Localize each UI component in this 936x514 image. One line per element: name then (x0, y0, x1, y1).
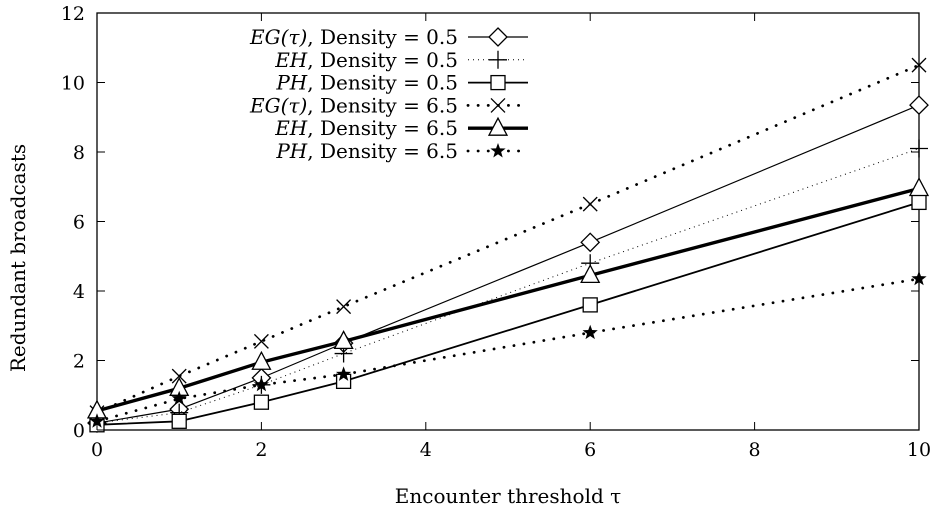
x-tick-label: 8 (749, 439, 761, 461)
y-tick-label: 10 (61, 73, 85, 95)
y-tick-label: 4 (73, 281, 85, 303)
series-line (96, 104, 920, 424)
data-point-triangle (908, 177, 930, 197)
data-point-star (253, 376, 270, 392)
series-2 (88, 139, 928, 433)
data-point-plus (910, 139, 928, 158)
series-6 (89, 270, 927, 428)
series-layer (86, 57, 930, 433)
data-point-cross (336, 299, 352, 315)
series-line (95, 63, 921, 415)
data-point-triangle (251, 350, 272, 370)
y-axis-label: Redundant broadcasts (6, 144, 30, 372)
legend-label: EG(τ), Density = 6.5 (249, 93, 458, 117)
data-point-square (582, 297, 598, 313)
legend-marker-diamond (488, 27, 508, 47)
y-tick-label: 2 (73, 351, 85, 373)
legend-entry-5: EH, Density = 6.5 (274, 116, 528, 140)
data-point-triangle (333, 329, 354, 350)
legend-label: EH, Density = 6.5 (274, 116, 458, 140)
x-tick-label: 4 (420, 439, 432, 461)
legend-entry-4: EG(τ), Density = 6.5 (249, 93, 530, 117)
legend-marker-cross (490, 97, 506, 113)
legend-marker-square (490, 74, 506, 91)
axis-ticks: 0 2 4 6 8 10 0 2 4 6 8 10 12 (61, 3, 931, 461)
legend-entry-2: EH, Density = 0.5 (274, 48, 528, 72)
legend-entry-3: PH, Density = 0.5 (275, 71, 528, 95)
series-5 (86, 177, 930, 419)
y-tick-label: 0 (73, 420, 85, 442)
y-tick-label: 6 (73, 212, 85, 234)
data-point-square (171, 413, 187, 429)
x-tick-label: 10 (907, 439, 931, 461)
series-1 (87, 95, 929, 433)
data-point-star (89, 413, 105, 428)
series-line (96, 148, 920, 424)
data-point-diamond (909, 95, 929, 116)
legend-label: PH, Density = 6.5 (275, 139, 458, 163)
x-tick-label: 6 (584, 439, 596, 461)
x-tick-label: 0 (91, 439, 103, 461)
series-line (96, 201, 920, 426)
y-tick-label: 8 (73, 142, 85, 164)
y-tick-label: 12 (61, 3, 85, 25)
data-point-triangle (580, 263, 601, 284)
legend-entry-6: PH, Density = 6.5 (275, 139, 530, 163)
legend: EG(τ), Density = 0.5EH, Density = 0.5PH,… (249, 25, 530, 163)
legend-label: EH, Density = 0.5 (274, 48, 458, 72)
legend-marker-triangle (487, 116, 509, 136)
series-line (95, 277, 921, 423)
data-point-square (911, 194, 927, 211)
data-point-star (171, 390, 187, 406)
legend-marker-plus (489, 50, 507, 69)
series-3 (89, 194, 927, 433)
x-axis-label: Encounter threshold τ (395, 484, 621, 508)
x-tick-label: 2 (255, 439, 267, 461)
data-point-star (911, 270, 927, 286)
legend-entry-1: EG(τ), Density = 0.5 (249, 25, 528, 49)
data-point-star (335, 366, 352, 381)
data-point-cross (911, 57, 927, 73)
legend-marker-star (490, 143, 506, 158)
data-point-square (253, 394, 270, 410)
data-point-cross (171, 368, 187, 384)
data-point-star (582, 324, 598, 340)
series-line (96, 186, 920, 413)
legend-label: EG(τ), Density = 0.5 (249, 25, 458, 49)
data-point-cross (582, 196, 598, 212)
data-point-diamond (580, 232, 601, 253)
legend-label: PH, Density = 0.5 (275, 71, 458, 95)
data-point-cross (253, 333, 269, 349)
